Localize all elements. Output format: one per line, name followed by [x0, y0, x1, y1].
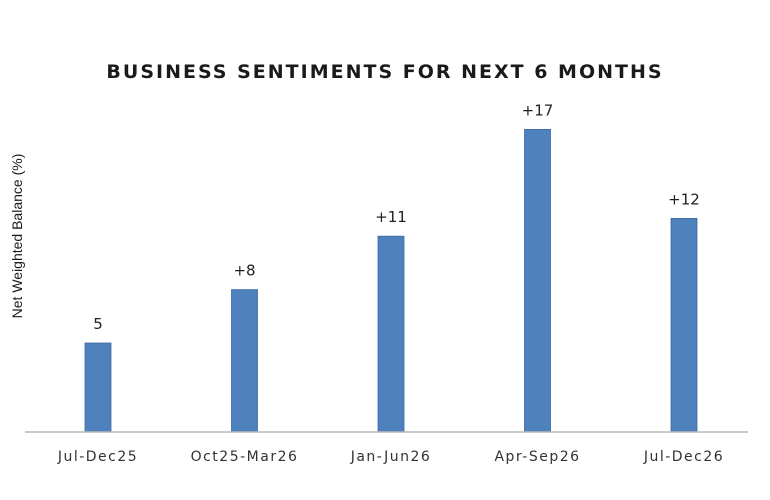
bar-5 [670, 217, 698, 433]
bar-4 [524, 128, 551, 433]
data-label-3: +11 [375, 208, 407, 226]
data-label-5: +12 [668, 190, 700, 208]
data-label-2: +8 [233, 262, 255, 280]
data-label-4: +17 [522, 101, 554, 119]
bar-2 [231, 289, 258, 433]
data-label-1: 5 [93, 315, 103, 333]
chart-title: BUSINESS SENTIMENTS FOR NEXT 6 MONTHS [106, 61, 663, 83]
x-tick-label-2: Oct25-Mar26 [191, 449, 299, 465]
bar-1 [84, 342, 112, 433]
x-tick-label-4: Apr-Sep26 [494, 449, 580, 465]
bar-3 [377, 235, 405, 433]
y-axis-label: Net Weighted Balance (%) [9, 154, 25, 319]
bars-group [84, 128, 698, 433]
x-tick-labels: Jul-Dec25 Oct25-Mar26 Jan-Jun26 Apr-Sep26 Ju… [57, 449, 724, 465]
data-labels: 5 +8 +11 +17 +12 [93, 101, 700, 333]
x-tick-label-1: Jul-Dec25 [57, 449, 138, 465]
x-tick-label-3: Jan-Jun26 [350, 449, 432, 465]
x-tick-label-5: Jul-Dec26 [643, 449, 724, 465]
